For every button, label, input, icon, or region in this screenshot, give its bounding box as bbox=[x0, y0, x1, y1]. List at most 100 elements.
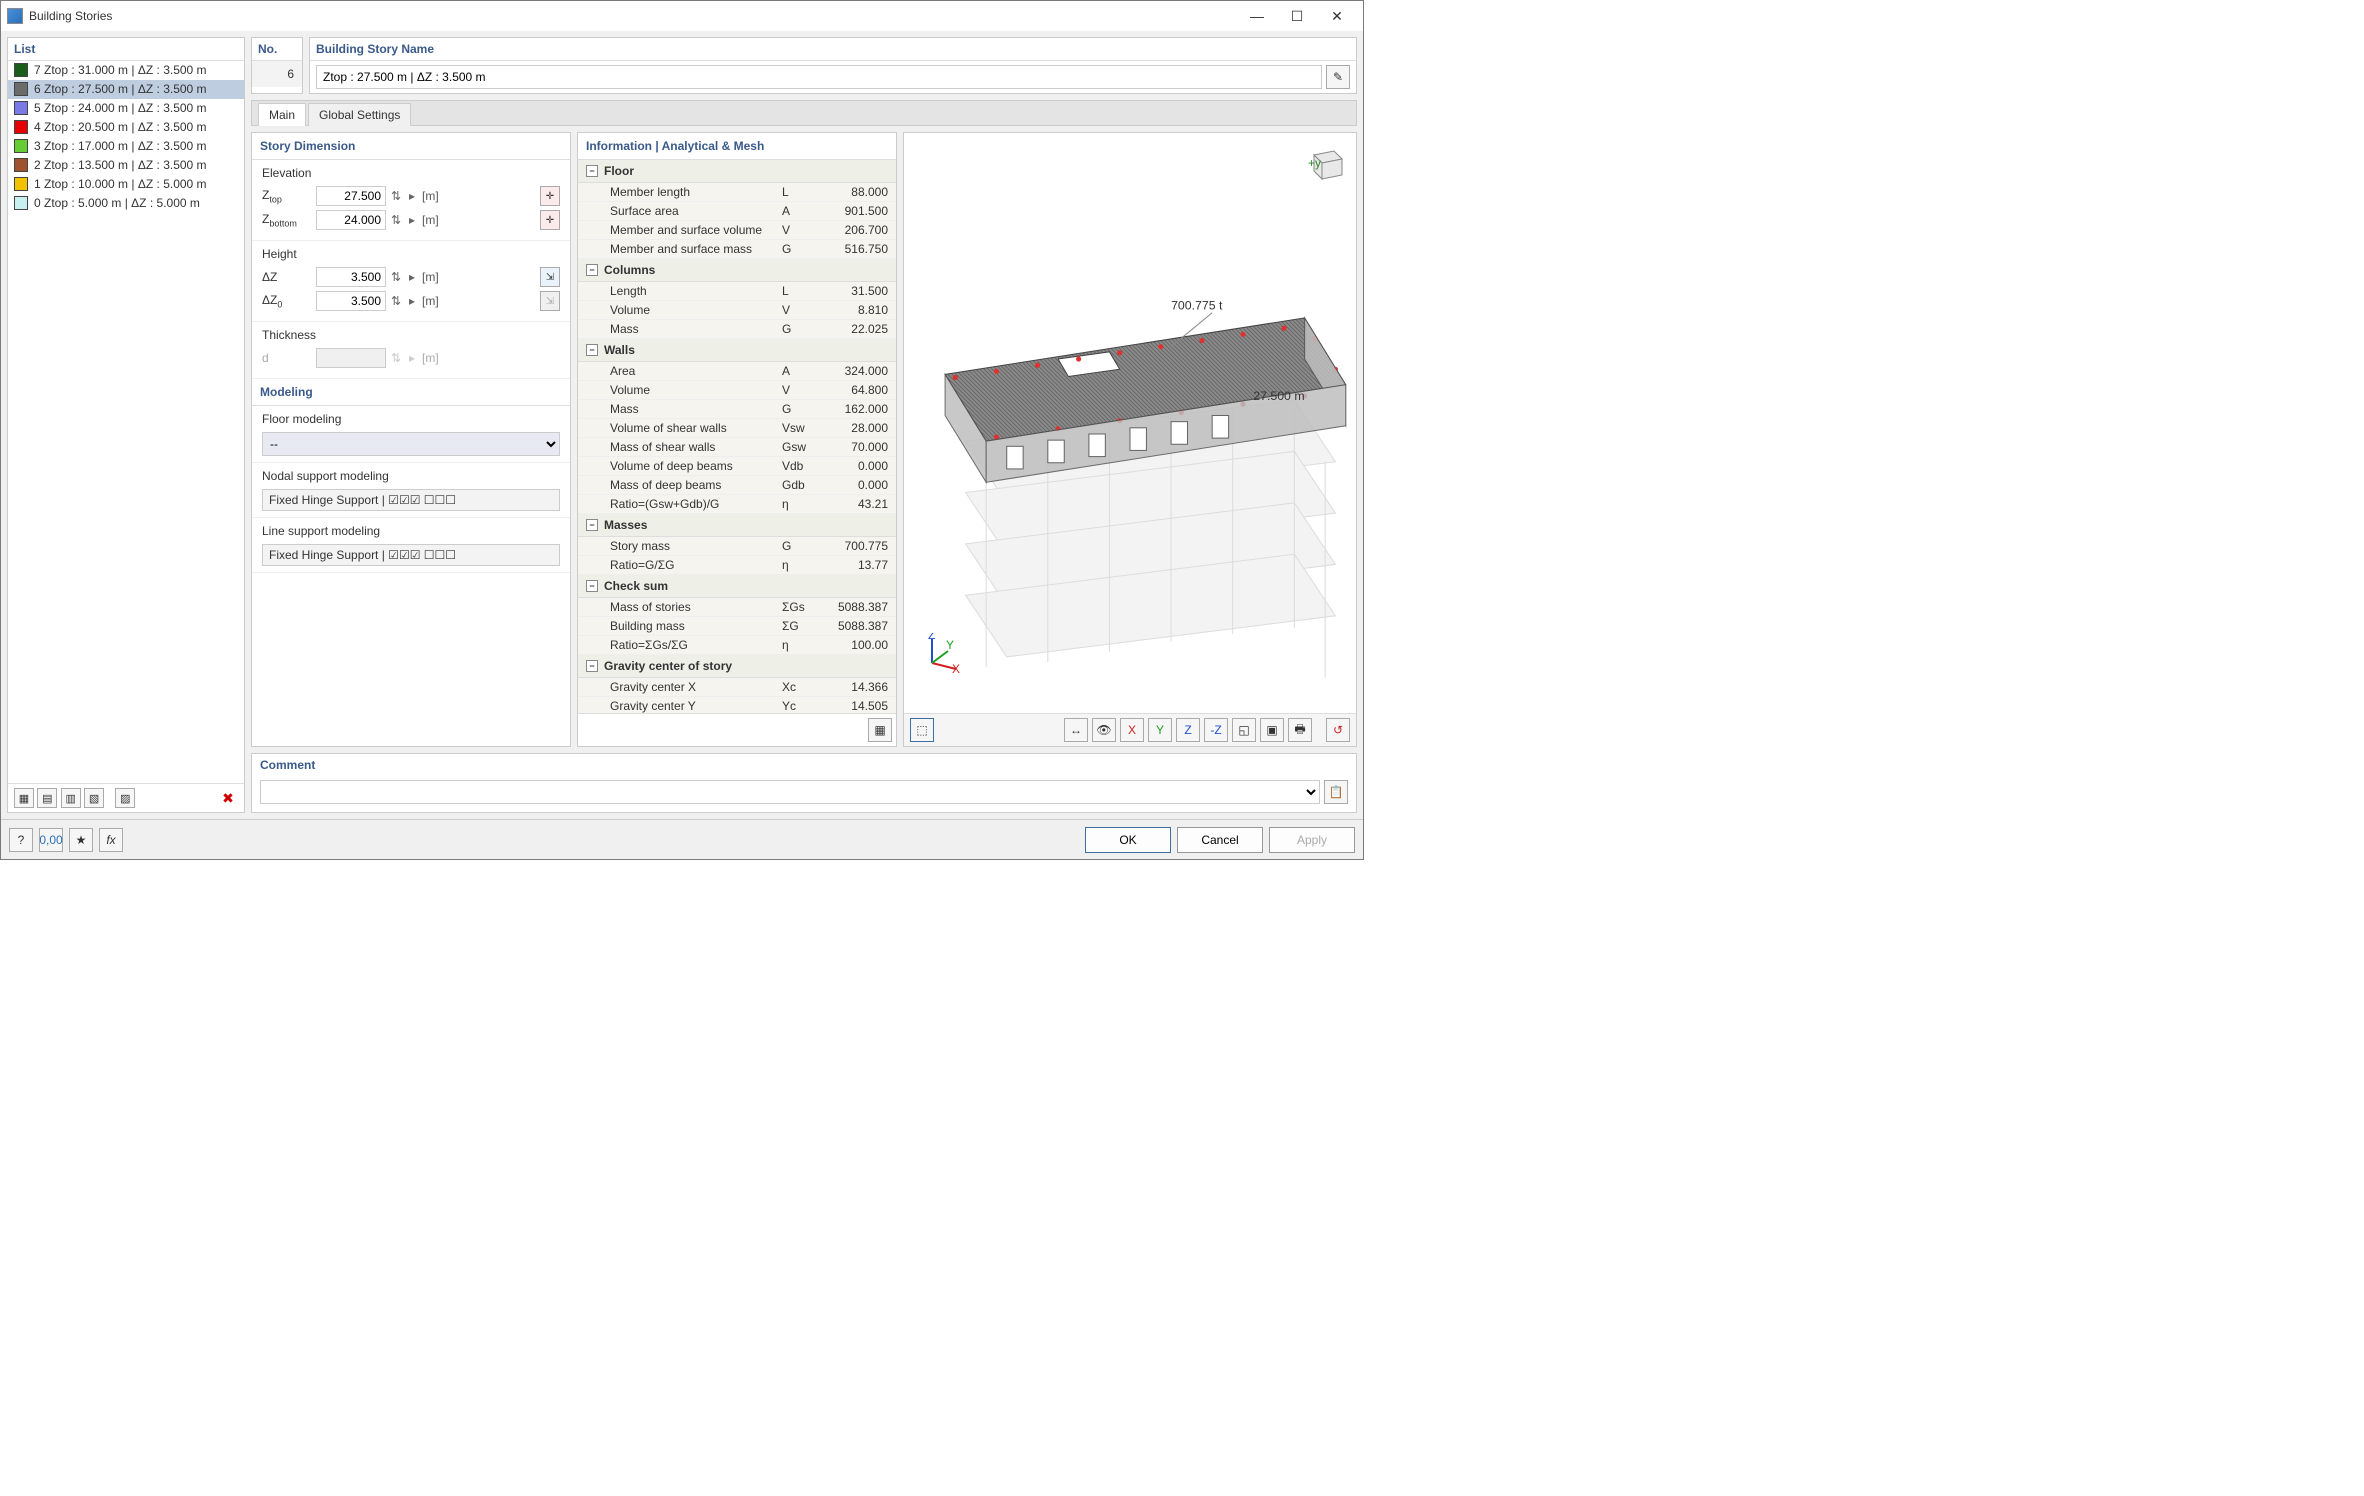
dz0-input[interactable] bbox=[316, 291, 386, 311]
story-color-swatch bbox=[14, 196, 28, 210]
info-section-header[interactable]: −Check sum bbox=[578, 575, 896, 598]
story-list-item[interactable]: 0 Ztop : 5.000 m | ΔZ : 5.000 m bbox=[8, 194, 244, 213]
story-list-panel: List 7 Ztop : 31.000 m | ΔZ : 3.500 m6 Z… bbox=[7, 37, 245, 813]
vp-axis-y-icon[interactable]: Y bbox=[1148, 718, 1172, 742]
list-tool-3-icon[interactable]: ▥ bbox=[61, 788, 81, 808]
story-list-item[interactable]: 7 Ztop : 31.000 m | ΔZ : 3.500 m bbox=[8, 61, 244, 80]
collapse-icon[interactable]: − bbox=[586, 660, 598, 672]
dz-spinner[interactable]: ⇅ bbox=[390, 270, 402, 284]
maximize-button[interactable]: ☐ bbox=[1277, 8, 1317, 25]
tab-bar: Main Global Settings bbox=[251, 100, 1357, 126]
story-color-swatch bbox=[14, 63, 28, 77]
collapse-icon[interactable]: − bbox=[586, 519, 598, 531]
tab-global-settings[interactable]: Global Settings bbox=[308, 103, 411, 126]
delete-story-button[interactable]: ✖ bbox=[218, 788, 238, 808]
info-row-symbol: V bbox=[782, 303, 818, 317]
story-list-item[interactable]: 5 Ztop : 24.000 m | ΔZ : 3.500 m bbox=[8, 99, 244, 118]
minimize-button[interactable]: — bbox=[1237, 8, 1277, 24]
ztop-spinner[interactable]: ⇅ bbox=[390, 189, 402, 203]
line-support-value[interactable]: Fixed Hinge Support | ☑☑☑ ☐☐☐ bbox=[262, 544, 560, 566]
info-row: Gravity center XXc14.366 bbox=[578, 678, 896, 697]
info-row: Building massΣG5088.387 bbox=[578, 617, 896, 636]
list-header: List bbox=[8, 38, 244, 61]
function-icon[interactable]: fx bbox=[99, 828, 123, 852]
vp-print-icon[interactable]: 🖶 bbox=[1288, 718, 1312, 742]
vp-axis-x-icon[interactable]: X bbox=[1120, 718, 1144, 742]
list-tool-4-icon[interactable]: ▧ bbox=[84, 788, 104, 808]
tab-main[interactable]: Main bbox=[258, 103, 306, 126]
vp-show-icon[interactable]: 👁 bbox=[1092, 718, 1116, 742]
dz0-arrow-icon[interactable]: ▸ bbox=[406, 294, 418, 308]
info-row: Member and surface massG516.750 bbox=[578, 240, 896, 259]
edit-name-icon[interactable]: ✎ bbox=[1326, 65, 1350, 89]
ztop-unit: [m] bbox=[422, 189, 444, 203]
zbottom-arrow-icon[interactable]: ▸ bbox=[406, 213, 418, 227]
info-row-symbol: L bbox=[782, 284, 818, 298]
info-table: −FloorMember lengthL88.000Surface areaA9… bbox=[578, 160, 896, 713]
info-row-name: Member length bbox=[610, 185, 782, 199]
info-row-value: 700.775 bbox=[818, 539, 888, 553]
dz0-spinner[interactable]: ⇅ bbox=[390, 294, 402, 308]
close-button[interactable]: ✕ bbox=[1317, 8, 1357, 25]
model-svg: 700.775 t 27.500 m bbox=[904, 133, 1356, 708]
story-name-input[interactable] bbox=[316, 65, 1322, 89]
story-list-item[interactable]: 4 Ztop : 20.500 m | ΔZ : 3.500 m bbox=[8, 118, 244, 137]
vp-view-mode-icon[interactable]: ▣ bbox=[1260, 718, 1284, 742]
info-section-header[interactable]: −Columns bbox=[578, 259, 896, 282]
list-tool-5-icon[interactable]: ▨ bbox=[115, 788, 135, 808]
dz-arrow-icon[interactable]: ▸ bbox=[406, 270, 418, 284]
zbottom-spinner[interactable]: ⇅ bbox=[390, 213, 402, 227]
info-section-header[interactable]: −Walls bbox=[578, 339, 896, 362]
nodal-support-value[interactable]: Fixed Hinge Support | ☑☑☑ ☐☐☐ bbox=[262, 489, 560, 511]
info-row-name: Story mass bbox=[610, 539, 782, 553]
collapse-icon[interactable]: − bbox=[586, 344, 598, 356]
vp-select-icon[interactable]: ⬚ bbox=[910, 718, 934, 742]
model-viewport[interactable]: 700.775 t 27.500 m bbox=[904, 133, 1356, 713]
ok-button[interactable]: OK bbox=[1085, 827, 1171, 853]
vp-iso-icon[interactable]: ◱ bbox=[1232, 718, 1256, 742]
collapse-icon[interactable]: − bbox=[586, 264, 598, 276]
info-row-name: Mass of shear walls bbox=[610, 440, 782, 454]
info-row: Story massG700.775 bbox=[578, 537, 896, 556]
story-list-item[interactable]: 3 Ztop : 17.000 m | ΔZ : 3.500 m bbox=[8, 137, 244, 156]
vp-dimension-icon[interactable]: ↔ bbox=[1064, 718, 1088, 742]
dz0-unit: [m] bbox=[422, 294, 444, 308]
info-row-name: Ratio=(Gsw+Gdb)/G bbox=[610, 497, 782, 511]
svg-text:Y: Y bbox=[946, 638, 954, 652]
zbottom-pick-icon[interactable]: ✛ bbox=[540, 210, 560, 230]
vp-axis-z-icon[interactable]: Z bbox=[1176, 718, 1200, 742]
favorites-icon[interactable]: ★ bbox=[69, 828, 93, 852]
info-table-icon[interactable]: ▦ bbox=[868, 718, 892, 742]
list-tool-2-icon[interactable]: ▤ bbox=[37, 788, 57, 808]
collapse-icon[interactable]: − bbox=[586, 165, 598, 177]
zbottom-input[interactable] bbox=[316, 210, 386, 230]
cancel-button[interactable]: Cancel bbox=[1177, 827, 1263, 853]
dz-pick-icon[interactable]: ⇲ bbox=[540, 267, 560, 287]
list-tool-1-icon[interactable]: ▦ bbox=[14, 788, 34, 808]
ztop-arrow-icon[interactable]: ▸ bbox=[406, 189, 418, 203]
story-color-swatch bbox=[14, 120, 28, 134]
story-list-item[interactable]: 2 Ztop : 13.500 m | ΔZ : 3.500 m bbox=[8, 156, 244, 175]
elevation-label: Elevation bbox=[262, 166, 560, 180]
dimension-modeling-panel: Story Dimension Elevation Ztop ⇅ ▸ [m] ✛ bbox=[251, 132, 571, 747]
vp-reset-icon[interactable]: ↺ bbox=[1326, 718, 1350, 742]
ztop-input[interactable] bbox=[316, 186, 386, 206]
orientation-cube-icon[interactable]: +y bbox=[1304, 141, 1348, 185]
comment-pick-icon[interactable]: 📋 bbox=[1324, 780, 1348, 804]
dz0-pick-icon[interactable]: ⇲ bbox=[540, 291, 560, 311]
comment-select[interactable] bbox=[260, 780, 1320, 804]
story-list-item[interactable]: 6 Ztop : 27.500 m | ΔZ : 3.500 m bbox=[8, 80, 244, 99]
units-icon[interactable]: 0,00 bbox=[39, 828, 63, 852]
collapse-icon[interactable]: − bbox=[586, 580, 598, 592]
vp-axis-neg-z-icon[interactable]: -Z bbox=[1204, 718, 1228, 742]
info-section-header[interactable]: −Floor bbox=[578, 160, 896, 183]
help-icon[interactable]: ? bbox=[9, 828, 33, 852]
floor-modeling-select[interactable]: -- bbox=[262, 432, 560, 456]
info-section-header[interactable]: −Gravity center of story bbox=[578, 655, 896, 678]
story-list-item[interactable]: 1 Ztop : 10.000 m | ΔZ : 5.000 m bbox=[8, 175, 244, 194]
info-row-symbol: Xc bbox=[782, 680, 818, 694]
info-row: Surface areaA901.500 bbox=[578, 202, 896, 221]
ztop-pick-icon[interactable]: ✛ bbox=[540, 186, 560, 206]
info-section-header[interactable]: −Masses bbox=[578, 514, 896, 537]
dz-input[interactable] bbox=[316, 267, 386, 287]
